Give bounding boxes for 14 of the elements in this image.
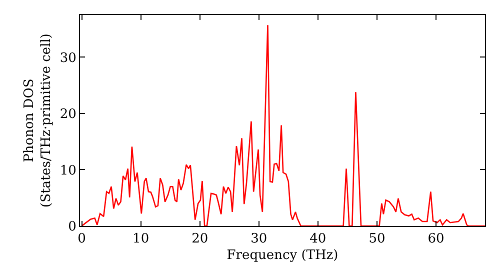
x-tick-label: 40 — [310, 232, 326, 247]
y-tick-label: 30 — [60, 50, 76, 66]
x-tick-label: 60 — [428, 232, 444, 247]
y-tick-label: 10 — [60, 163, 76, 178]
y-axis-title: Phonon DOS (States/THz·primitive cell) — [22, 33, 54, 208]
x-axis-title: Frequency (THz) — [226, 248, 338, 264]
x-tick-label: 30 — [250, 232, 268, 247]
y-tick-label: 20 — [60, 107, 76, 122]
x-tick-label: 20 — [192, 232, 208, 247]
x-tick-label: 10 — [132, 232, 150, 247]
line-series — [81, 24, 485, 226]
x-tick-label: 50 — [368, 232, 386, 247]
x-tick-label: 0 — [78, 232, 86, 247]
y-tick-label: 0 — [68, 220, 76, 235]
